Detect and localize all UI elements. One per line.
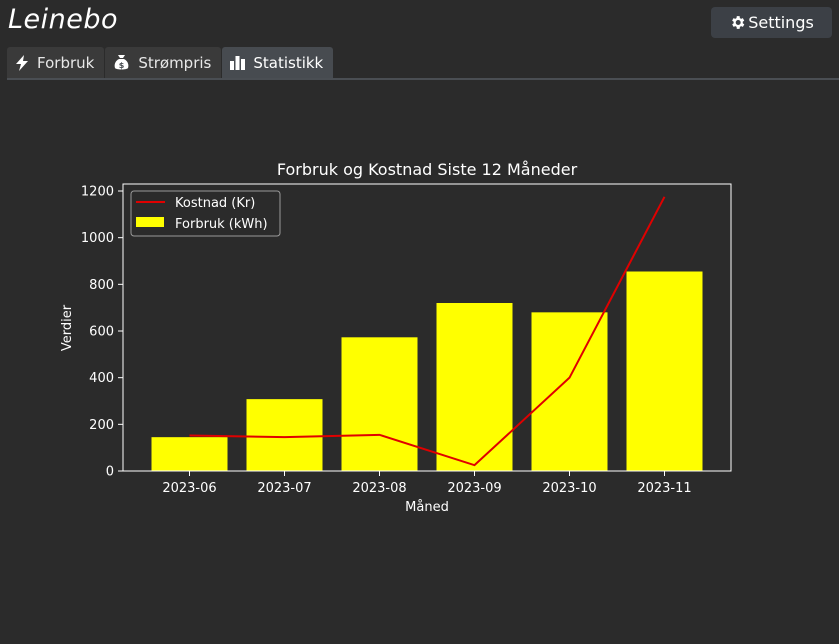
bars-layer: [151, 271, 703, 471]
x-axis-label: Måned: [405, 500, 449, 515]
y-tick-label: 1000: [81, 231, 114, 246]
legend-label-usage: Forbruk (kWh): [175, 217, 268, 232]
bar-2023-08: [341, 337, 418, 471]
svg-text:$: $: [119, 61, 125, 70]
money-bag-icon: $: [113, 54, 130, 71]
app-logo: Leinebo: [8, 4, 119, 35]
tab-underline: [7, 78, 839, 80]
y-axis-label: Verdier: [60, 304, 75, 351]
bar-2023-11: [626, 271, 703, 471]
y-tick-label: 0: [106, 465, 114, 480]
y-tick-label: 1200: [81, 185, 114, 200]
bar-2023-10: [531, 312, 608, 471]
chart-container: Forbruk og Kostnad Siste 12 Måneder 0 200…: [0, 150, 839, 534]
chart-title: Forbruk og Kostnad Siste 12 Måneder: [277, 160, 578, 179]
y-tick-label: 800: [89, 278, 114, 293]
y-tick-label: 600: [89, 325, 114, 340]
y-tick-label: 200: [89, 418, 114, 433]
x-tick-label: 2023-10: [542, 481, 596, 496]
tab-forbruk-label: Forbruk: [37, 53, 95, 72]
legend-frame: [130, 190, 281, 237]
bar-2023-09: [436, 303, 513, 471]
legend-bar-swatch: [136, 217, 164, 227]
bar-chart-icon: [230, 55, 246, 70]
plot-frame: [122, 183, 732, 472]
cost-line: [189, 196, 666, 467]
settings-button[interactable]: Settings: [711, 7, 832, 38]
y-tick-label: 400: [89, 371, 114, 386]
settings-label: Settings: [748, 13, 814, 32]
tab-bar: Forbruk $ Strømpris Statistikk: [7, 47, 334, 78]
x-tick-label: 2023-06: [162, 481, 216, 496]
tab-strompris[interactable]: $ Strømpris: [105, 47, 222, 78]
axes-layer: 0 200 400 600 800 1000 1200 2023-06 2023-07 2023-…: [81, 183, 732, 496]
x-tick-label: 2023-08: [352, 481, 406, 496]
chart-legend: Kostnad (Kr) Forbruk (kWh): [130, 190, 281, 237]
tab-forbruk[interactable]: Forbruk: [7, 47, 105, 78]
legend-label-cost: Kostnad (Kr): [175, 196, 255, 211]
x-tick-label: 2023-11: [637, 481, 691, 496]
line-layer: [189, 196, 666, 467]
bar-2023-06: [151, 437, 228, 471]
x-tick-label: 2023-07: [257, 481, 311, 496]
tab-statistikk-label: Statistikk: [253, 53, 324, 72]
gear-icon: [729, 14, 746, 31]
tab-strompris-label: Strømpris: [138, 53, 212, 72]
tab-statistikk[interactable]: Statistikk: [222, 47, 334, 78]
usage-cost-chart: Forbruk og Kostnad Siste 12 Måneder 0 200…: [60, 160, 732, 515]
bar-2023-07: [246, 399, 323, 471]
x-tick-label: 2023-09: [447, 481, 501, 496]
bolt-icon: [15, 54, 29, 71]
top-bar: Leinebo Settings: [0, 0, 839, 46]
